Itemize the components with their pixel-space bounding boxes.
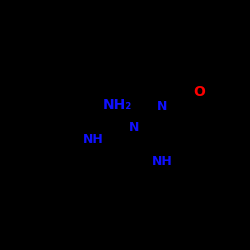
Text: NH: NH	[152, 156, 173, 168]
Text: N: N	[157, 100, 168, 113]
Text: N: N	[129, 121, 140, 134]
Text: NH₂: NH₂	[102, 98, 132, 112]
Text: NH: NH	[83, 133, 103, 146]
Text: O: O	[193, 85, 205, 99]
